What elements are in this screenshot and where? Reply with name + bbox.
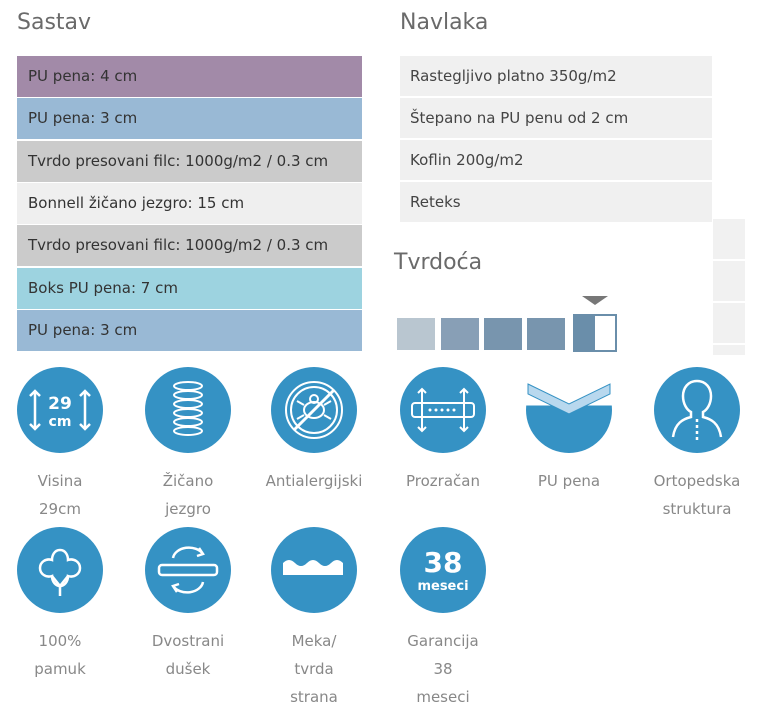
feature-label-line: tvrda <box>294 660 334 678</box>
feature-label-line: 29cm <box>39 500 81 518</box>
feature-height: 29 cm Visina 29cm <box>0 367 120 523</box>
feature-label-line: 100% <box>38 632 82 650</box>
pu-foam-icon <box>526 367 612 453</box>
feature-label-line: pamuk <box>34 660 86 678</box>
layer-item: PU pena: 3 cm <box>17 98 362 140</box>
feature-breathable: Prozračan <box>383 367 503 495</box>
warranty-badge-unit: meseci <box>417 579 468 594</box>
soft-hard-icon <box>271 527 357 613</box>
feature-soft-hard: Meka/tvrda strana <box>254 527 374 711</box>
warranty-icon: 38 meseci <box>400 527 486 613</box>
side-strip <box>713 261 745 301</box>
side-strip <box>713 219 745 259</box>
feature-double-sided: Dvostrani dušek <box>128 527 248 683</box>
warranty-badge-value: 38 <box>424 546 463 579</box>
layer-item: Tvrdo presovani filc: 1000g/m2 / 0.3 cm <box>17 225 362 267</box>
cover-item: Štepano na PU penu od 2 cm <box>400 98 712 138</box>
height-badge-value: 29 <box>48 394 72 414</box>
feature-label-line: Antialergijski <box>265 472 363 490</box>
feature-orthopedic: Ortopedska struktura <box>637 367 757 523</box>
cover-item: Rastegljivo platno 350g/m2 <box>400 56 712 96</box>
feature-label-line: Prozračan <box>406 472 480 490</box>
breathable-icon <box>400 367 486 453</box>
feature-label-line: Garancija <box>407 632 479 650</box>
feature-label-line: jezgro <box>165 500 211 518</box>
cotton-icon <box>17 527 103 613</box>
feature-spring: Žičano jezgro <box>128 367 248 523</box>
height-icon: 29 cm <box>17 367 103 453</box>
feature-label-line: strana <box>290 688 338 706</box>
feature-label-line: Ortopedska <box>653 472 741 490</box>
tvrdoca-title: Tvrdoća <box>394 250 483 275</box>
navlaka-title: Navlaka <box>400 10 489 35</box>
feature-label-line: Dvostrani <box>151 632 225 650</box>
double-sided-icon <box>145 527 231 613</box>
firmness-level-2 <box>441 318 479 350</box>
layer-item: Tvrdo presovani filc: 1000g/m2 / 0.3 cm <box>17 140 362 182</box>
feature-label-line: Žičano <box>162 472 214 490</box>
sastav-title: Sastav <box>17 10 92 35</box>
cover-item: Koflin 200g/m2 <box>400 140 712 180</box>
orthopedic-icon <box>654 367 740 453</box>
spring-icon <box>145 367 231 453</box>
firmness-level-4 <box>527 318 565 350</box>
feature-label-line: meseci <box>416 688 470 706</box>
feature-pu-foam: PU pena <box>509 367 629 495</box>
firmness-level-3 <box>484 318 522 350</box>
feature-label-line: Visina <box>37 472 83 490</box>
firmness-level-1 <box>397 318 435 350</box>
layer-item: Bonnell žičano jezgro: 15 cm <box>17 182 362 224</box>
firmness-indicator-arrow <box>582 296 608 305</box>
side-strip <box>713 303 745 343</box>
layer-item: PU pena: 3 cm <box>17 309 362 351</box>
feature-anti-allergy: Antialergijski <box>254 367 374 495</box>
anti-allergy-icon <box>271 367 357 453</box>
feature-label-line: PU pena <box>537 472 601 490</box>
height-badge-unit: cm <box>49 414 72 430</box>
feature-label-line: dušek <box>165 660 211 678</box>
cover-item: Reteks <box>400 182 712 222</box>
feature-label-line: struktura <box>662 500 732 518</box>
feature-warranty: 38 meseci Garancija 38 meseci <box>383 527 503 711</box>
feature-label-line: 38 <box>433 660 453 678</box>
feature-cotton: 100% pamuk <box>0 527 120 683</box>
side-strip <box>713 345 745 355</box>
feature-label-line: Meka/ <box>291 632 337 650</box>
layer-item: Boks PU pena: 7 cm <box>17 267 362 309</box>
layer-item: PU pena: 4 cm <box>17 56 362 97</box>
firmness-level-5-selected <box>573 314 617 352</box>
